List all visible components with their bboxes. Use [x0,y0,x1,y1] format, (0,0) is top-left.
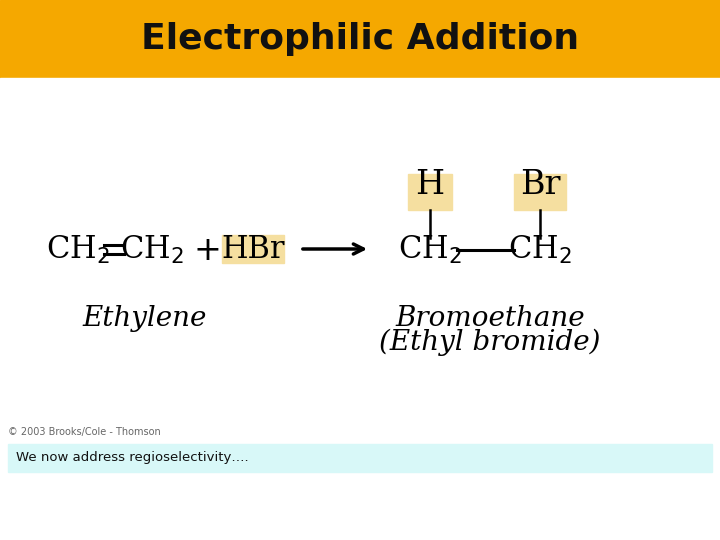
Text: CH$_2$: CH$_2$ [120,234,184,266]
Text: © 2003 Brooks/Cole - Thomson: © 2003 Brooks/Cole - Thomson [8,427,161,437]
Text: HBr: HBr [221,233,284,265]
Text: (Ethyl bromide): (Ethyl bromide) [379,328,600,356]
Text: Br: Br [520,169,560,201]
Text: +: + [193,233,221,267]
Bar [0,0,720,78]
Text: Bromoethane: Bromoethane [395,305,585,332]
Text: Ethylene: Ethylene [82,305,207,332]
Text: We now address regioselectivity….: We now address regioselectivity…. [16,451,248,464]
Text: CH$_2$: CH$_2$ [398,234,462,266]
Text: CH$_2$: CH$_2$ [46,234,110,266]
Text: Electrophilic Addition: Electrophilic Addition [141,22,579,56]
Bar [8,444,712,472]
Text: H: H [415,169,444,201]
Bar [408,174,452,210]
Bar [222,235,284,263]
Bar [514,174,566,210]
Bar [0,78,720,82]
Text: CH$_2$: CH$_2$ [508,234,572,266]
